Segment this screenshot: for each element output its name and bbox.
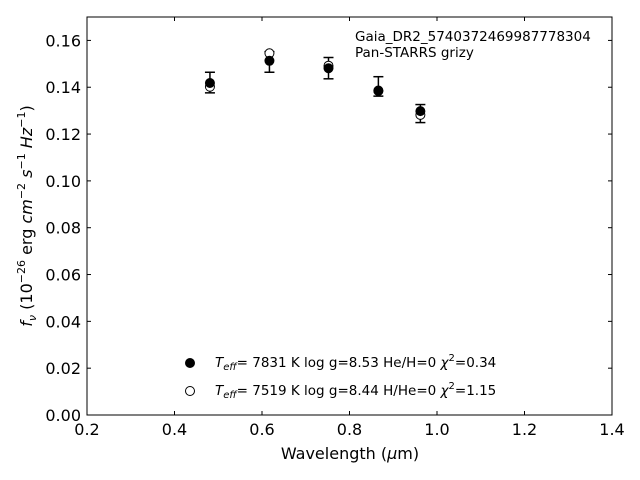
y-tick-label: 0.12 — [45, 125, 81, 144]
point-filled — [264, 55, 275, 66]
y-tick-label: 0.08 — [45, 219, 81, 238]
y-axis-label: fν (10−26 erg cm−2 s−1 Hz−1) — [15, 105, 39, 326]
y-axis-ticks: 0.00 0.02 0.04 0.06 0.08 0.10 0.12 0.14 0.16 — [45, 31, 612, 425]
legend-1-logg: log g=8.53 — [304, 355, 379, 371]
legend: Teff= 7831 K log g=8.53 He/H=0 χ2=0.34 T… — [185, 353, 496, 401]
legend-1-chi2: =0.34 — [455, 355, 496, 371]
x-tick-label: 1.0 — [424, 420, 449, 439]
x-tick-label: 1.2 — [512, 420, 537, 439]
legend-2-logg: log g=8.44 — [304, 383, 379, 399]
legend-marker-filled — [185, 358, 195, 368]
point-filled — [415, 106, 426, 117]
point-filled — [323, 63, 334, 74]
y-tick-label: 0.10 — [45, 172, 81, 191]
legend-entry-1: Teff= 7831 K log g=8.53 He/H=0 χ2=0.34 — [215, 353, 496, 373]
y-tick-label: 0.14 — [45, 78, 81, 97]
x-tick-label: 1.4 — [599, 420, 624, 439]
annotation-photometry: Pan-STARRS grizy — [355, 45, 474, 61]
x-tick-label: 0.2 — [74, 420, 99, 439]
point-filled — [373, 85, 384, 96]
y-tick-label: 0.16 — [45, 31, 81, 50]
x-tick-label: 0.4 — [162, 420, 187, 439]
x-axis-ticks: 0.2 0.4 0.6 0.8 1.0 1.2 1.4 — [74, 17, 625, 439]
legend-2-teff: 7519 K — [252, 383, 301, 399]
y-tick-label: 0.02 — [45, 359, 81, 378]
legend-2-chi2: =1.15 — [455, 383, 496, 399]
legend-1-composition: He/H=0 — [383, 355, 436, 371]
y-tick-label: 0.04 — [45, 312, 81, 331]
legend-marker-open — [185, 386, 195, 396]
plot-area — [86, 16, 613, 416]
legend-entry-2: Teff= 7519 K log g=8.44 H/He=0 χ2=1.15 — [215, 381, 496, 401]
y-tick-label: 0.00 — [45, 406, 81, 425]
legend-2-composition: H/He=0 — [383, 383, 436, 399]
model-points — [204, 48, 426, 120]
x-axis-label: Wavelength (μm) — [281, 444, 419, 463]
point-filled — [204, 78, 215, 89]
x-tick-label: 0.8 — [337, 420, 362, 439]
legend-1-teff: 7831 K — [252, 355, 301, 371]
x-tick-label: 0.6 — [249, 420, 274, 439]
y-tick-label: 0.06 — [45, 266, 81, 285]
annotation-object-name: Gaia_DR2_5740372469987778304 — [355, 29, 591, 45]
